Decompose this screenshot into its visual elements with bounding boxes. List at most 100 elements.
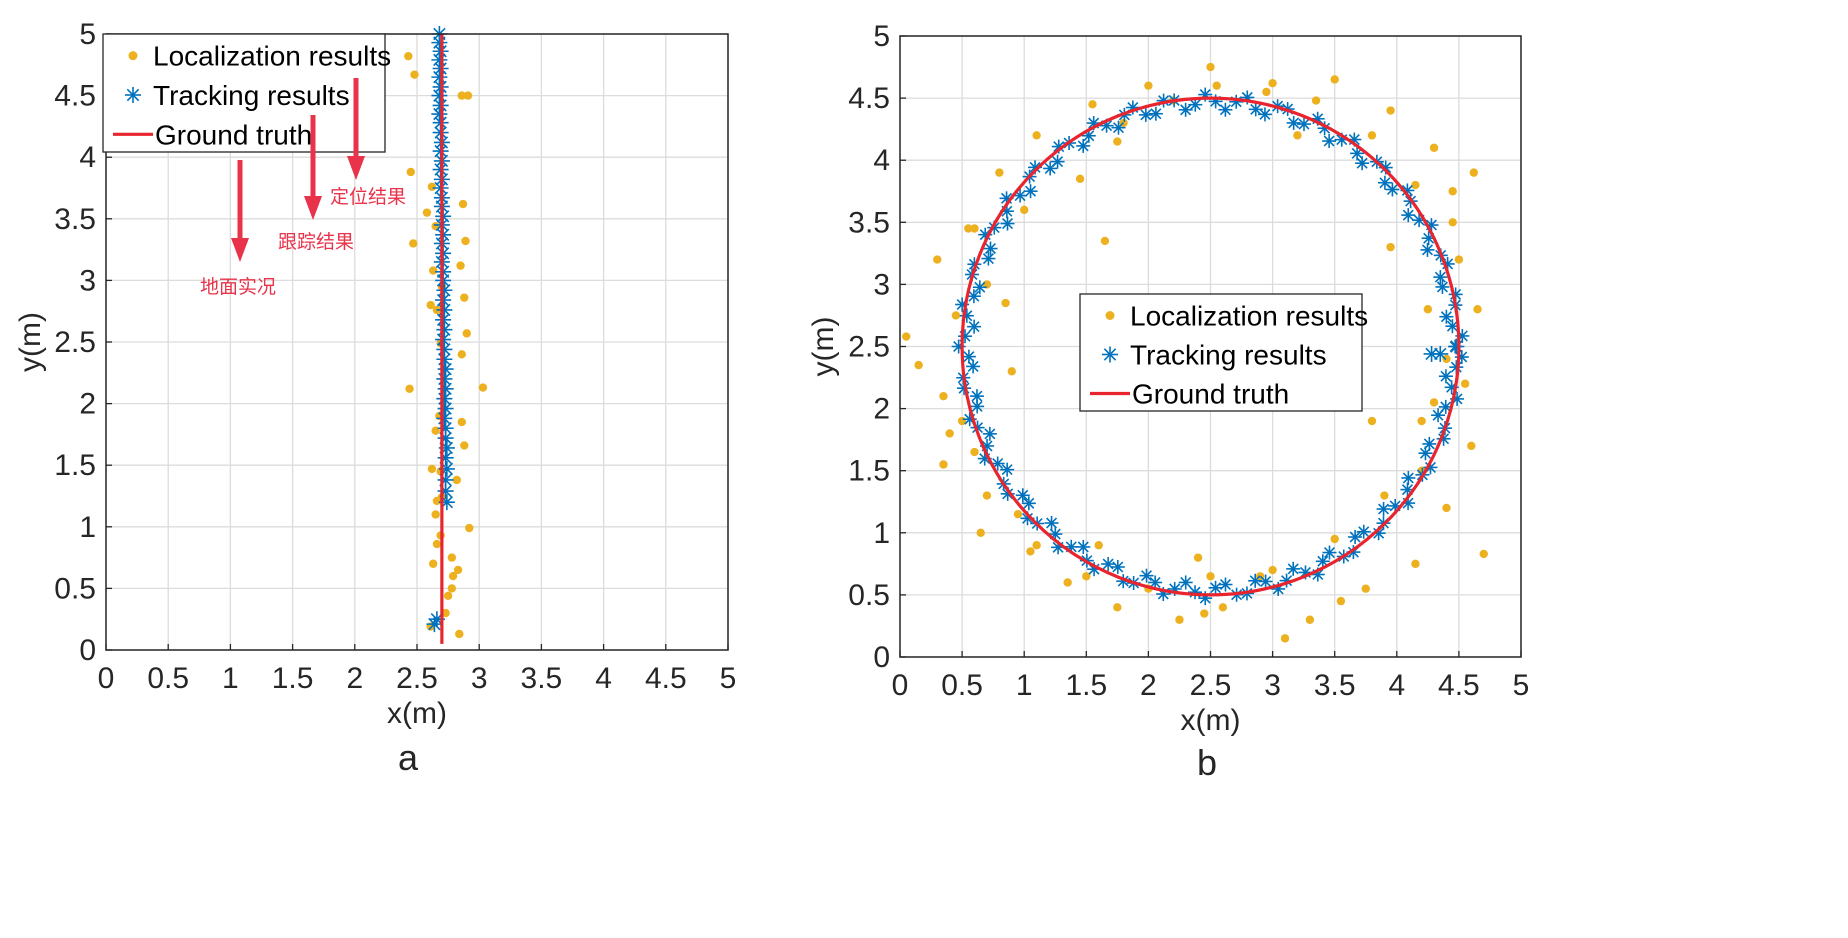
x-tick-label: 1.5 [1065, 669, 1107, 702]
y-tick-label: 1.5 [848, 455, 890, 488]
tracking-point [431, 34, 448, 51]
legend-tracking-label: Tracking results [153, 80, 350, 111]
legend-tracking-marker [125, 87, 141, 103]
tracking-point [1229, 94, 1244, 109]
localization-point [426, 300, 435, 310]
x-tick-label: 0.5 [147, 662, 189, 695]
legend-box [102, 33, 386, 153]
tracking-point [1110, 559, 1125, 574]
x-tick-label: 4 [1388, 669, 1405, 702]
legend-ground-truth-label: Ground truth [155, 119, 312, 150]
localization-point [1007, 367, 1016, 376]
localization-point [1330, 75, 1339, 84]
localization-point [995, 168, 1004, 177]
localization-point [404, 51, 413, 61]
tracking-point [1350, 146, 1365, 161]
y-axis-label: y(m) [14, 312, 47, 372]
tracking-point [1111, 120, 1126, 135]
tracking-point [1000, 462, 1015, 477]
localization-point [441, 608, 450, 618]
tracking-point [1439, 309, 1454, 324]
y-tick-labels: 0 0.5 1 1.5 2 2.5 3 3.5 4 4.5 5 [848, 20, 906, 674]
localization-point [447, 553, 457, 562]
localization-point [1469, 168, 1479, 177]
y-tick-label: 2 [873, 393, 890, 426]
localization-point [1386, 106, 1395, 115]
localization-point [460, 293, 469, 302]
tracking-point [1401, 470, 1416, 485]
localization-point [914, 360, 923, 370]
tracking-point [981, 251, 996, 266]
tracking-point [1178, 102, 1193, 117]
tracking-point [1218, 102, 1233, 117]
localization-point [461, 236, 470, 246]
localization-point [457, 417, 466, 427]
tracking-point [1248, 102, 1263, 117]
localization-point [970, 447, 979, 457]
localization-point [1100, 236, 1110, 246]
tracking-point [1435, 279, 1450, 294]
annotation-arrow-head [304, 196, 322, 220]
localization-point [1280, 634, 1290, 643]
legend-tracking-marker [1102, 346, 1118, 363]
tracking-point [1432, 345, 1449, 362]
localization-point [460, 441, 469, 450]
localization-point [1467, 441, 1476, 451]
localization-point [1293, 131, 1302, 140]
y-tick-label: 1 [79, 511, 96, 544]
tracking-point [1433, 270, 1448, 285]
tracking-point [1188, 585, 1203, 600]
localization-point [1386, 242, 1395, 252]
localization-point [1206, 62, 1215, 72]
tracking-point [1348, 530, 1363, 545]
x-tick-label: 1.5 [272, 662, 314, 695]
legend: Localization results Tracking results Grou… [102, 33, 391, 153]
tracking-point [1000, 216, 1015, 231]
tracking-point [982, 426, 997, 441]
localization-point [902, 332, 911, 341]
y-tick-label: 0.5 [848, 579, 890, 612]
tracking-point [1043, 161, 1058, 176]
tracking-point [983, 241, 998, 256]
localization-point [1454, 255, 1464, 264]
localization-point [1032, 541, 1041, 550]
localization-point [1026, 547, 1035, 556]
tracking-point [967, 319, 982, 334]
tracking-point [431, 51, 448, 68]
y-tick-label: 4.5 [848, 82, 890, 115]
annotation-arrow: 地面实况 [200, 160, 276, 298]
localization-point [1200, 609, 1209, 618]
localization-point [1460, 379, 1470, 388]
localization-point [462, 329, 471, 338]
localization-point [405, 384, 414, 394]
chart-panel-b: 0 0.5 1 1.5 2 2.5 3 3.5 4 4.5 5 0 0.5 1 1.5 2 2.5 3 3.5 4 4.… [807, 20, 1529, 783]
localization-point [1206, 572, 1215, 581]
localization-point [1411, 180, 1420, 190]
localization-point [447, 584, 457, 593]
x-tick-label: 3 [471, 662, 488, 695]
localization-point [1442, 503, 1451, 513]
localization-point [448, 571, 458, 581]
localization-point [427, 182, 437, 191]
localization-point [970, 224, 979, 233]
x-tick-label: 3 [1264, 669, 1281, 702]
legend-localization-marker [1105, 311, 1115, 320]
localization-point [432, 539, 442, 549]
y-tick-label: 0 [873, 641, 890, 674]
annotation-arrow: 定位结果 [330, 78, 406, 208]
y-tick-label: 3.5 [54, 203, 96, 236]
tracking-point [1376, 502, 1391, 517]
tracking-point [1377, 175, 1392, 190]
annotation-arrow: 跟踪结果 [278, 115, 354, 253]
annotation-label: 地面实况 [200, 276, 276, 298]
localization-point [1448, 187, 1457, 196]
tracking-point [958, 329, 973, 344]
y-tick-label: 4 [79, 141, 96, 174]
tracking-point [1148, 575, 1163, 590]
localization-point [964, 224, 973, 233]
tracking-point [1076, 539, 1091, 554]
tracking-point [1355, 156, 1370, 171]
localization-point [478, 383, 488, 392]
tracking-point [1286, 561, 1301, 576]
